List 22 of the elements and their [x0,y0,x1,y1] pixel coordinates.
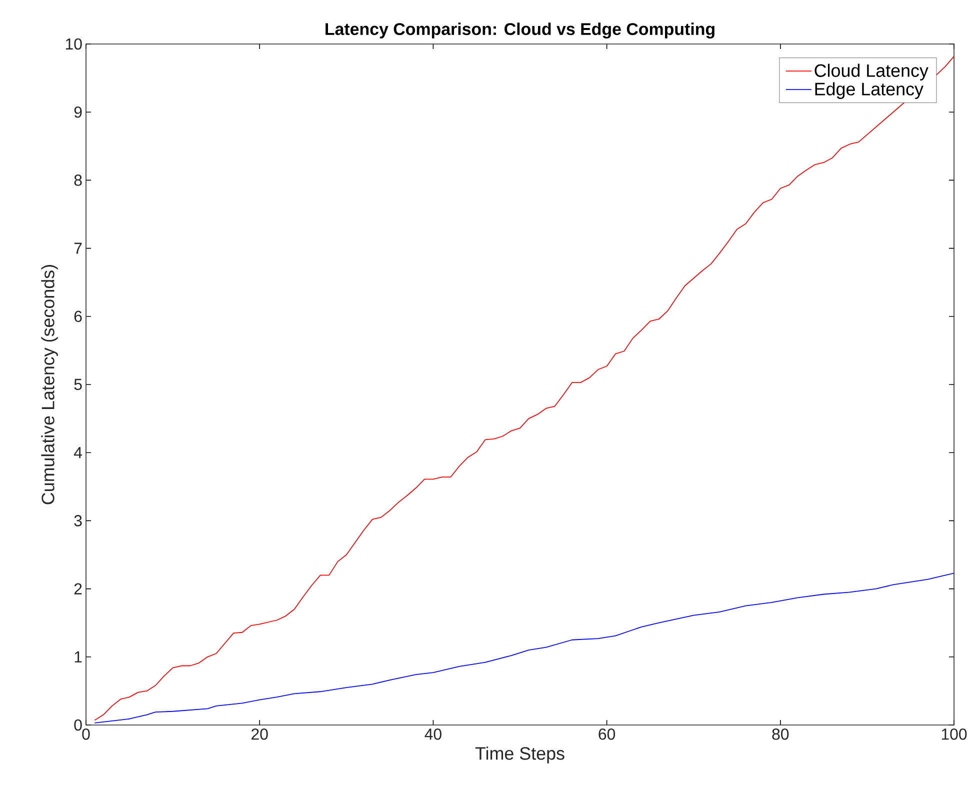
y-tick-label: 8 [74,174,82,186]
y-tick-label: 3 [74,515,82,526]
y-tick-label: 7 [74,242,82,254]
x-tick-label: 100 [942,728,967,740]
y-tick-label: 5 [74,378,82,390]
y-axis-title: Cumulative Latency (seconds) [41,265,58,504]
legend-label: Cloud Latency [814,64,928,81]
x-tick-label: 40 [424,728,442,740]
x-axis-title: Time Steps [475,746,564,764]
x-tick-label: 60 [598,728,616,740]
x-tick-label: 80 [772,728,789,740]
y-tick-label: 0 [74,719,82,731]
chart-title: Latency Comparison: Cloud vs Edge Computing [326,22,714,38]
y-tick-label: 10 [66,38,82,50]
y-tick-label: 9 [74,106,82,118]
y-tick-label: 2 [74,583,82,594]
x-tick-label: 0 [82,728,90,740]
y-tick-label: 1 [74,651,82,662]
y-tick-label: 4 [74,447,82,458]
y-tick-label: 6 [74,310,82,322]
x-tick-label: 20 [252,728,268,740]
legend-label: Edge Latency [815,82,924,99]
